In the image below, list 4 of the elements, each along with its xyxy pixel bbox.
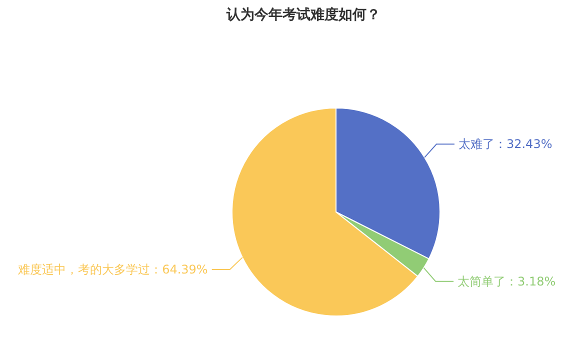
slice-label: 太难了：32.43% [458, 137, 552, 152]
slice-label: 难度适中，考的大多学过：64.39% [17, 262, 208, 277]
slice-label: 太简单了：3.18% [458, 274, 556, 288]
chart-title: 认为今年考试难度如何？ [226, 6, 380, 23]
